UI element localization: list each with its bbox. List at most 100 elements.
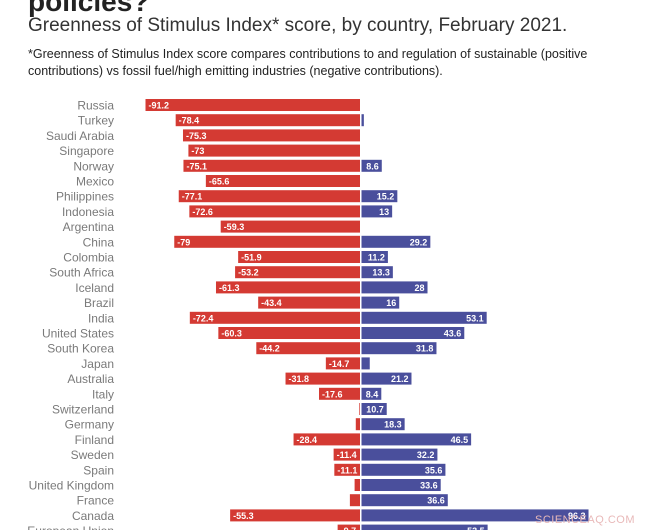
positive-bar — [361, 296, 400, 309]
positive-value-label: 13 — [379, 207, 389, 217]
negative-value-label: -79 — [177, 237, 190, 247]
negative-bar — [349, 494, 361, 507]
negative-bar — [182, 129, 361, 142]
positive-bar — [361, 494, 448, 507]
positive-value-label: 11.2 — [368, 253, 385, 263]
positive-bar — [361, 463, 446, 476]
negative-bar — [189, 205, 361, 218]
negative-value-label: -28.4 — [297, 435, 318, 445]
negative-value-label: -11.1 — [337, 465, 357, 475]
negative-bar — [215, 281, 361, 294]
negative-bar — [235, 266, 361, 279]
negative-bar — [174, 235, 361, 248]
category-label: China — [83, 235, 115, 249]
negative-bar — [359, 403, 361, 415]
category-label: Australia — [67, 372, 114, 386]
negative-value-label: -31.8 — [289, 374, 310, 384]
cut-off-headline: policies? — [28, 0, 150, 17]
positive-value-label: 18.3 — [384, 420, 402, 430]
positive-bar — [361, 114, 364, 127]
positive-bar — [361, 342, 437, 355]
positive-bar — [361, 387, 382, 400]
negative-value-label: -51.9 — [241, 253, 262, 263]
negative-bar — [178, 190, 361, 203]
category-label: Canada — [72, 509, 114, 523]
category-label: South Africa — [49, 266, 114, 280]
category-label: Colombia — [63, 251, 114, 265]
positive-value-label: 28 — [414, 283, 424, 293]
positive-value-label: 15.2 — [377, 192, 395, 202]
negative-bar — [183, 159, 361, 172]
negative-value-label: -55.3 — [233, 511, 254, 521]
category-label: United Kingdom — [29, 479, 114, 493]
negative-value-label: -72.6 — [192, 207, 213, 217]
positive-value-label: 21.2 — [391, 374, 409, 384]
negative-value-label: -75.1 — [186, 161, 207, 171]
category-label: Mexico — [76, 175, 114, 189]
positive-value-label: 32.2 — [417, 450, 435, 460]
positive-value-label: 31.8 — [416, 344, 434, 354]
positive-value-label: 53.5 — [467, 526, 485, 530]
category-label: Turkey — [78, 114, 114, 128]
negative-value-label: -91.2 — [149, 101, 170, 111]
negative-value-label: -72.4 — [193, 313, 214, 323]
negative-value-label: -43.4 — [261, 298, 282, 308]
positive-value-label: 43.6 — [444, 329, 462, 339]
negative-value-label: -78.4 — [179, 116, 200, 126]
category-label: Saudi Arabia — [46, 129, 114, 143]
category-label: Finland — [75, 433, 114, 447]
negative-bar — [285, 372, 361, 385]
negative-bar — [334, 463, 361, 476]
positive-bar — [361, 266, 393, 279]
negative-bar — [256, 342, 361, 355]
negative-bar — [319, 387, 361, 400]
positive-bar — [361, 281, 428, 294]
negative-bar — [220, 220, 361, 233]
negative-bar — [230, 509, 361, 522]
negative-value-label: -77.1 — [182, 192, 203, 202]
negative-value-label: -65.6 — [209, 177, 230, 187]
category-label: United States — [42, 327, 114, 341]
category-label: Spain — [83, 463, 114, 477]
negative-value-label: -17.6 — [322, 389, 343, 399]
positive-value-label: 8.6 — [366, 161, 379, 171]
category-label: European Union — [27, 524, 114, 530]
negative-bar — [218, 327, 361, 339]
positive-bar — [361, 205, 393, 218]
positive-bar — [361, 418, 405, 431]
category-label: Switzerland — [52, 403, 114, 417]
positive-bar — [361, 372, 412, 385]
negative-value-label: -59.3 — [224, 222, 245, 232]
positive-bar — [361, 403, 387, 415]
negative-bar — [205, 175, 361, 187]
positive-bar — [361, 327, 465, 339]
positive-bar — [361, 235, 431, 248]
category-label: Sweden — [71, 448, 114, 462]
negative-bar — [258, 296, 361, 309]
positive-value-label: 36.6 — [427, 496, 445, 506]
positive-value-label: 33.6 — [420, 481, 438, 491]
negative-bar — [333, 448, 361, 461]
positive-value-label: 46.5 — [451, 435, 469, 445]
category-label: Japan — [81, 357, 114, 371]
category-label: Norway — [73, 159, 114, 173]
positive-value-label: 10.7 — [366, 405, 384, 415]
negative-value-label: -44.2 — [259, 344, 280, 354]
category-label: Philippines — [56, 190, 114, 204]
chart-footnote: *Greenness of Stimulus Index score compa… — [28, 47, 588, 78]
chart-subtitle: Greenness of Stimulus Index* score, by c… — [28, 15, 568, 36]
category-label: Italy — [92, 387, 114, 401]
positive-value-label: 53.1 — [466, 313, 484, 323]
watermark: SCIENCEAQ.COM — [534, 514, 635, 526]
positive-value-label: 29.2 — [410, 237, 428, 247]
negative-bar — [145, 99, 361, 111]
positive-bar — [361, 251, 388, 263]
category-label: Germany — [65, 418, 114, 432]
category-label: Indonesia — [62, 205, 114, 219]
positive-bar — [361, 357, 370, 370]
category-label: Singapore — [59, 144, 114, 158]
positive-bar — [361, 524, 488, 530]
positive-bar — [361, 448, 438, 461]
category-label: Iceland — [75, 281, 114, 295]
